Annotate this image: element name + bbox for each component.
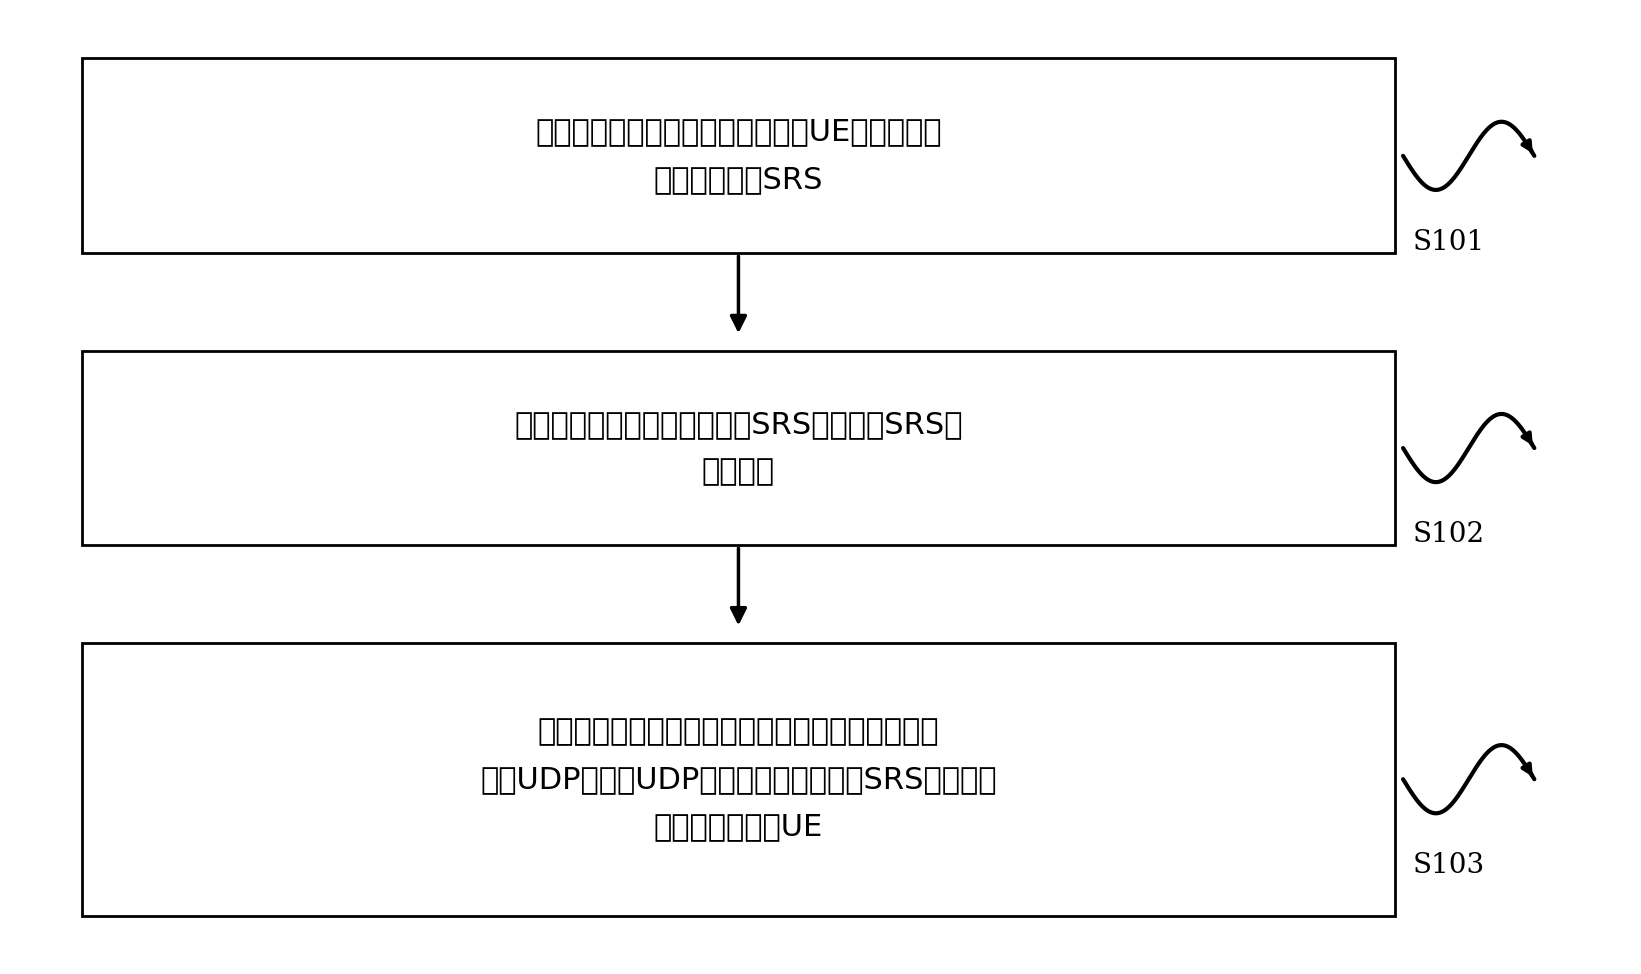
Text: 通过基带处理单元向定位服务功能发送用户数据报
协议UDP消息，UDP消息中携带三个第一SRS的测量信
息，以用于定位UE: 通过基带处理单元向定位服务功能发送用户数据报 协议UDP消息，UDP消息中携带三… — [481, 717, 996, 842]
Bar — [82, 58, 1395, 253]
Bar — [82, 643, 1395, 916]
Text: 针对每个天线，确定接收到的SRS中的第一SRS的
测量信息: 针对每个天线，确定接收到的SRS中的第一SRS的 测量信息 — [514, 410, 963, 486]
Text: S102: S102 — [1413, 521, 1485, 548]
Text: 基站的三个天线分别接收用户设备UE发送的信道
探测参考信号SRS: 基站的三个天线分别接收用户设备UE发送的信道 探测参考信号SRS — [535, 118, 942, 194]
Text: S101: S101 — [1413, 229, 1485, 256]
Text: S103: S103 — [1413, 852, 1485, 880]
Bar — [82, 351, 1395, 545]
